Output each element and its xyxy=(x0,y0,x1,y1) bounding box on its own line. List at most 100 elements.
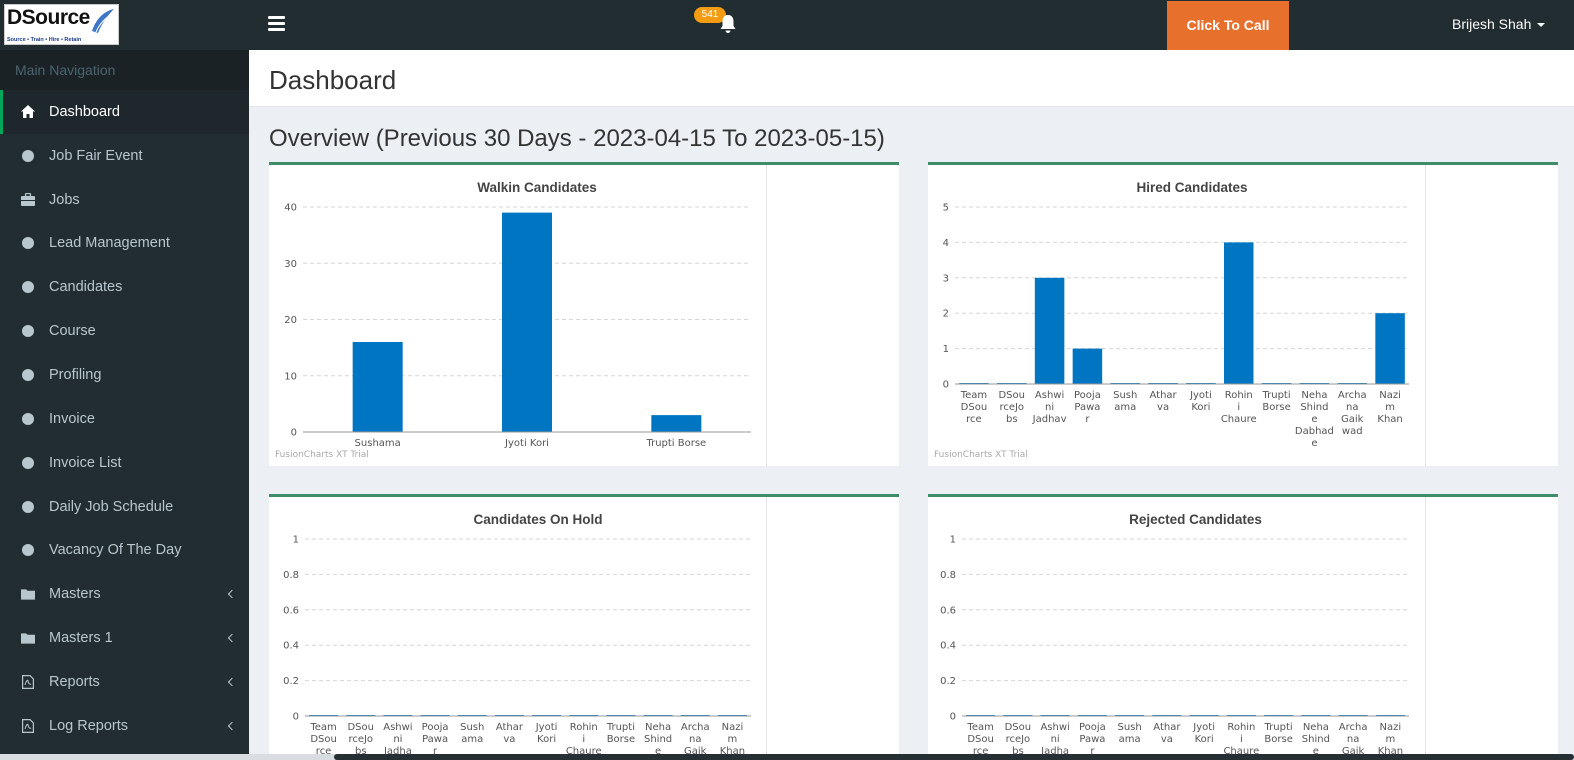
x-category-label: Archa na Gaik xyxy=(1339,722,1368,757)
x-category-label: Neha Shind e Dabhad e xyxy=(1295,390,1334,449)
chart-2-svg: Candidates On Hold 0 0.2 0.4 0.6 0.8 1 Team DSou… xyxy=(283,512,751,757)
chevron-left-icon xyxy=(227,677,237,687)
sidebar-item-masters-1[interactable]: Masters 1 xyxy=(0,616,249,660)
bell-icon[interactable] xyxy=(719,14,737,34)
sidebar-item-dashboard[interactable]: Dashboard xyxy=(0,90,249,134)
x-category-label: Jyoti Kori xyxy=(1192,722,1215,745)
sidebar-item-lead-management[interactable]: Lead Management xyxy=(0,222,249,266)
caret-down-icon xyxy=(1537,23,1546,28)
logo-text: DSource xyxy=(7,6,90,29)
y-tick-label: 0.4 xyxy=(940,641,956,652)
logo-tagline: Source • Train • Hire • Retain xyxy=(7,37,82,43)
sidebar-item-invoice[interactable]: Invoice xyxy=(0,397,249,441)
sidebar: Main Navigation Dashboard Job Fair Event J… xyxy=(0,50,249,760)
sidebar-item-label: Log Reports xyxy=(49,717,128,734)
circle-icon xyxy=(21,543,35,557)
chart-title: Rejected Candidates xyxy=(1129,512,1262,527)
bar-0 xyxy=(352,342,403,432)
x-category-label: Pooja Pawa r xyxy=(1074,390,1101,425)
y-tick-label: 10 xyxy=(284,371,297,382)
x-category-label: Ashwi ni Jadhav xyxy=(1032,390,1067,425)
sidebar-item-label: Reports xyxy=(49,673,100,690)
sidebar-item-label: Invoice List xyxy=(49,454,122,471)
sidebar-item-log-reports[interactable]: Log Reports xyxy=(0,704,249,748)
bar-1 xyxy=(502,212,552,432)
y-tick-label: 4 xyxy=(943,238,949,249)
bar-2 xyxy=(651,415,702,432)
sidebar-item-jobs[interactable]: Jobs xyxy=(0,178,249,222)
y-tick-label: 0 xyxy=(950,712,956,723)
x-category-label: Ashwi ni Jadha xyxy=(1040,722,1070,757)
folder-icon xyxy=(21,587,35,601)
sidebar-item-candidates[interactable]: Candidates xyxy=(0,265,249,309)
sidebar-item-label: Candidates xyxy=(49,279,123,296)
chevron-left-icon xyxy=(227,589,237,599)
x-category-label: DSou rceJo bs xyxy=(347,722,374,757)
user-menu[interactable]: Brijesh Shah xyxy=(1452,16,1546,32)
y-tick-label: 0 xyxy=(293,712,299,723)
y-tick-label: 0.6 xyxy=(940,605,956,616)
x-category-label: DSou rceJo bs xyxy=(1005,722,1032,757)
notification-count-badge: 541 xyxy=(694,7,726,23)
bar-2 xyxy=(1034,277,1065,384)
x-category-label: Ashwi ni Jadha xyxy=(383,722,413,757)
sidebar-item-label: Job Fair Event xyxy=(49,147,143,164)
sidebar-item-profiling[interactable]: Profiling xyxy=(0,353,249,397)
circle-icon xyxy=(21,324,35,338)
x-category-label: Athar va xyxy=(1153,722,1181,745)
sidebar-item-job-fair-event[interactable]: Job Fair Event xyxy=(0,134,249,178)
x-category-label: Team DSou rce xyxy=(309,722,336,757)
x-category-label: Team DSou rce xyxy=(966,722,993,757)
hired-candidates-panel: Hired Candidates 0 1 2 3 4 5 Team DSou rce DSou rce… xyxy=(928,162,1558,466)
sidebar-item-label: Invoice xyxy=(49,410,95,427)
chart-title: Walkin Candidates xyxy=(477,180,597,195)
y-tick-label: 0.8 xyxy=(283,570,299,581)
x-category-label: Sushama xyxy=(355,438,401,449)
chart-title: Hired Candidates xyxy=(1136,180,1247,195)
sidebar-item-course[interactable]: Course xyxy=(0,309,249,353)
x-category-label: Athar va xyxy=(496,722,524,745)
content-header: Dashboard xyxy=(249,50,1574,107)
y-tick-label: 0 xyxy=(291,428,297,439)
circle-icon xyxy=(21,412,35,426)
y-tick-label: 0.2 xyxy=(940,676,956,687)
sidebar-item-masters[interactable]: Masters xyxy=(0,572,249,616)
x-category-label: Neha Shind e xyxy=(1302,722,1330,757)
sidebar-item-daily-job-schedule[interactable]: Daily Job Schedule xyxy=(0,485,249,529)
sidebar-item-invoice-list[interactable]: Invoice List xyxy=(0,441,249,485)
sidebar-item-label: Profiling xyxy=(49,366,102,383)
dsource-logo[interactable]: DSource Source • Train • Hire • Retain xyxy=(4,4,119,45)
y-tick-label: 1 xyxy=(943,344,949,355)
sidebar-item-label: Masters 1 xyxy=(49,630,113,647)
x-category-label: Neha Shind e xyxy=(644,722,672,757)
briefcase-icon xyxy=(21,193,35,207)
chart-3-svg: Rejected Candidates 0 0.2 0.4 0.6 0.8 1 Team DSo… xyxy=(940,512,1409,757)
x-category-label: Trupti Borse xyxy=(645,438,706,449)
sidebar-item-reports[interactable]: Reports xyxy=(0,660,249,704)
file-pdf-icon xyxy=(21,718,35,733)
circle-icon xyxy=(21,500,35,514)
y-tick-label: 3 xyxy=(943,273,949,284)
x-category-label: Nazi m Khan xyxy=(720,722,745,757)
logo-swoosh-icon xyxy=(92,9,115,34)
click-to-call-button[interactable]: Click To Call xyxy=(1167,1,1289,50)
y-tick-label: 1 xyxy=(293,535,299,546)
chart-title: Candidates On Hold xyxy=(473,512,602,527)
scrollbar-thumb[interactable] xyxy=(334,754,1574,760)
y-tick-label: 30 xyxy=(284,259,297,270)
sidebar-item-label: Jobs xyxy=(49,191,80,208)
x-category-label: DSou rceJo bs xyxy=(998,390,1025,425)
circle-icon xyxy=(21,456,35,470)
circle-icon xyxy=(21,280,35,294)
y-tick-label: 5 xyxy=(943,203,949,214)
x-category-label: Rohin i Chaure xyxy=(1223,722,1259,757)
x-category-label: Trupti Borse xyxy=(1262,390,1291,413)
horizontal-scrollbar[interactable] xyxy=(0,754,1574,760)
sidebar-item-vacancy-of-the-day[interactable]: Vacancy Of The Day xyxy=(0,528,249,572)
bar-11 xyxy=(1375,313,1405,384)
x-category-label: Pooja Pawa r xyxy=(1079,722,1106,757)
fusioncharts-trial-label: FusionCharts XT Trial xyxy=(275,450,369,460)
sidebar-toggle-icon[interactable] xyxy=(268,16,285,31)
